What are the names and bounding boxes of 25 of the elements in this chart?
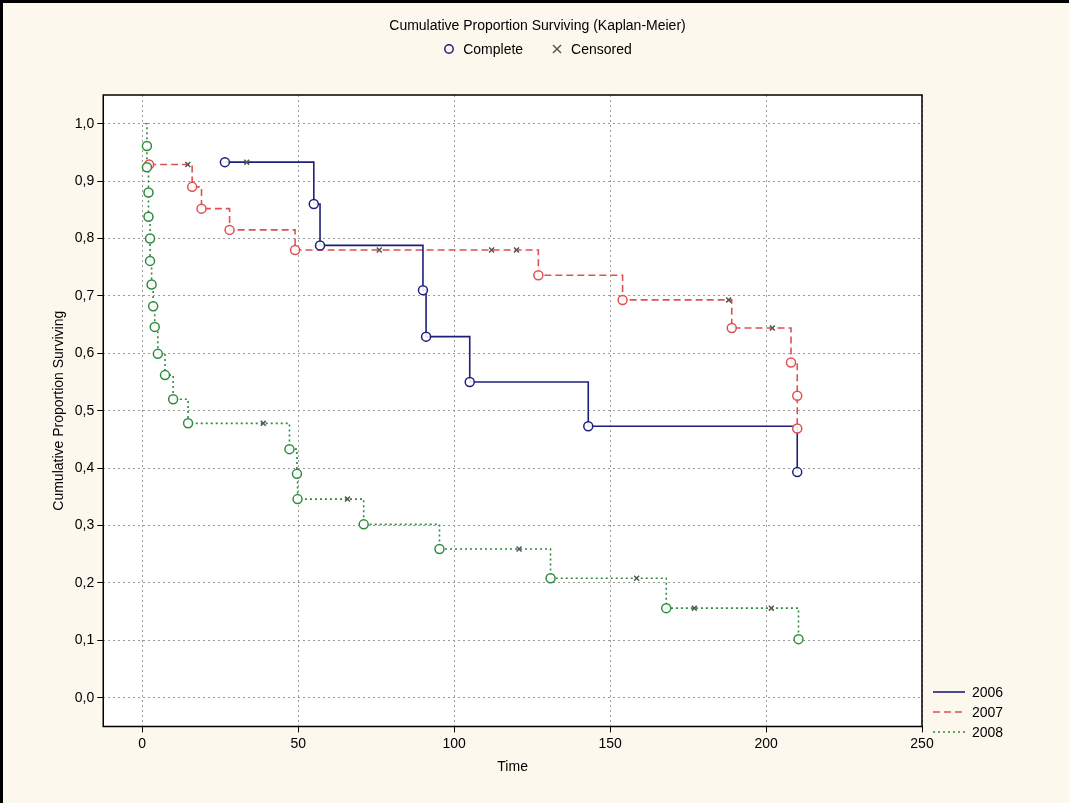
chart-title: Cumulative Proportion Surviving (Kaplan-Meier) <box>388 17 687 33</box>
y-tick-label: 0,7 <box>74 286 95 303</box>
y-tick-label: 0,2 <box>74 573 95 590</box>
y-tick-label: 0,3 <box>74 516 95 533</box>
y-tick-label: 0,8 <box>74 229 95 246</box>
legend-label: 2008 <box>972 724 1004 741</box>
x-tick-label: 250 <box>910 734 934 751</box>
y-tick-label: 0,4 <box>74 458 95 475</box>
y-tick-label: 0,6 <box>74 344 95 361</box>
y-tick-label: 0,0 <box>74 688 95 705</box>
x-tick-label: 0 <box>138 734 147 751</box>
y-tick-label: 1,0 <box>74 114 95 131</box>
x-tick-label: 100 <box>442 734 467 751</box>
y-tick-label: 0,9 <box>74 171 95 188</box>
x-tick-label: 150 <box>598 734 622 751</box>
legend-label: Complete <box>463 41 524 57</box>
x-tick-label: 200 <box>754 734 778 751</box>
y-tick-label: 0,1 <box>74 631 95 648</box>
legend-label: 2007 <box>972 704 1004 721</box>
y-axis-title: Cumulative Proportion Surviving <box>50 310 67 511</box>
legend-label: Censored <box>571 41 632 57</box>
x-tick-label: 50 <box>290 734 307 751</box>
x-axis-title: Time <box>497 758 529 775</box>
legend-label: 2006 <box>972 684 1004 701</box>
y-tick-label: 0,5 <box>74 401 95 418</box>
